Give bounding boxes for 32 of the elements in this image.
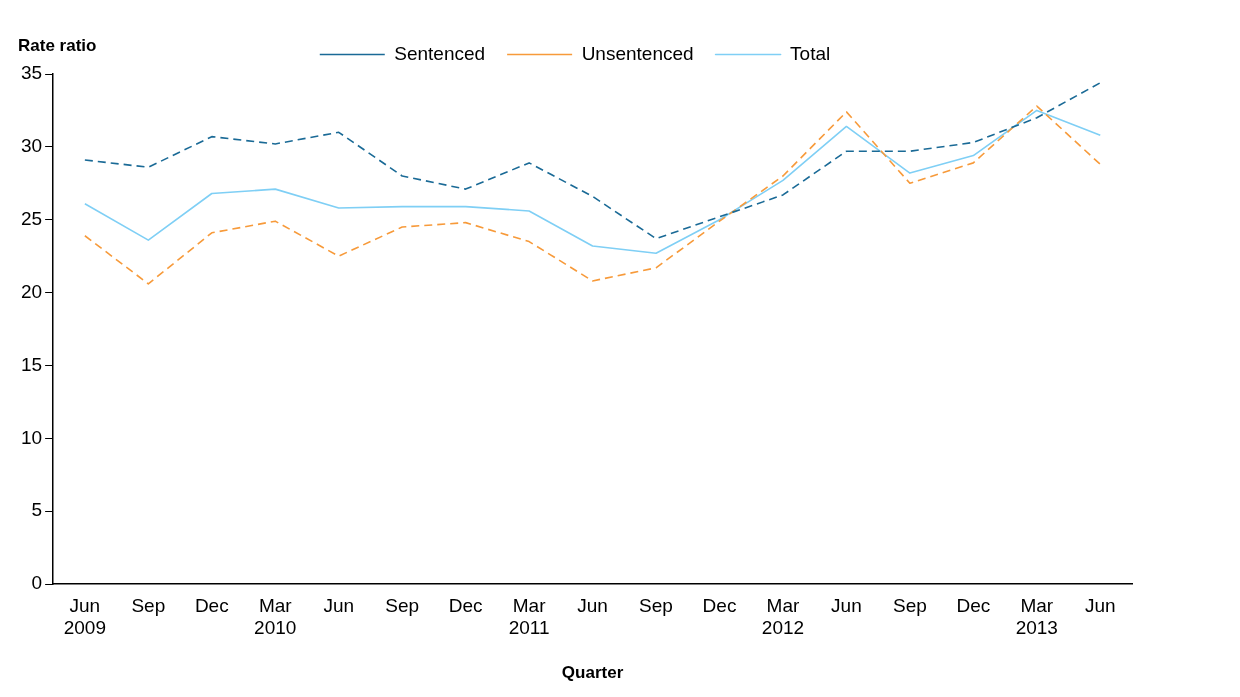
x-tick-label: Sep xyxy=(892,594,927,616)
legend-label: Total xyxy=(790,42,831,64)
x-tick-label: Jun 2009 xyxy=(63,594,107,639)
line-series xyxy=(84,105,1102,285)
x-tick-label: Sep xyxy=(131,594,166,616)
x-tick-label: Dec xyxy=(956,594,991,616)
y-axis-title: Rate ratio xyxy=(18,35,97,55)
x-tick-label: Jun xyxy=(831,594,862,616)
y-tick-label: 30 xyxy=(20,135,43,157)
y-tick-label: 25 xyxy=(20,207,43,229)
legend-label: Sentenced xyxy=(394,42,486,64)
y-tick-label: 5 xyxy=(31,499,43,521)
y-tick-label: 15 xyxy=(20,353,43,375)
x-tick-label: Mar 2011 xyxy=(508,594,550,639)
x-tick-label: Dec xyxy=(194,594,229,616)
line-series xyxy=(84,81,1102,240)
x-tick-label: Jun xyxy=(323,594,355,616)
x-tick-label: Mar 2013 xyxy=(1015,594,1058,639)
x-tick-label: Sep xyxy=(639,594,673,616)
x-tick-label: Mar 2012 xyxy=(761,594,805,639)
x-axis-title: Quarter xyxy=(561,663,624,683)
y-tick-label: 20 xyxy=(20,280,43,302)
y-tick-label: 0 xyxy=(31,572,43,594)
x-tick-label: Dec xyxy=(448,594,483,616)
y-tick-label: 35 xyxy=(20,62,43,84)
x-tick-label: Jun xyxy=(577,594,608,616)
x-tick-label: Dec xyxy=(702,594,737,616)
x-tick-label: Jun xyxy=(1084,594,1116,616)
y-tick-label: 10 xyxy=(20,426,43,448)
legend-label: Unsentenced xyxy=(581,42,694,64)
x-tick-label: Mar 2010 xyxy=(254,594,297,639)
x-tick-label: Sep xyxy=(385,594,420,616)
